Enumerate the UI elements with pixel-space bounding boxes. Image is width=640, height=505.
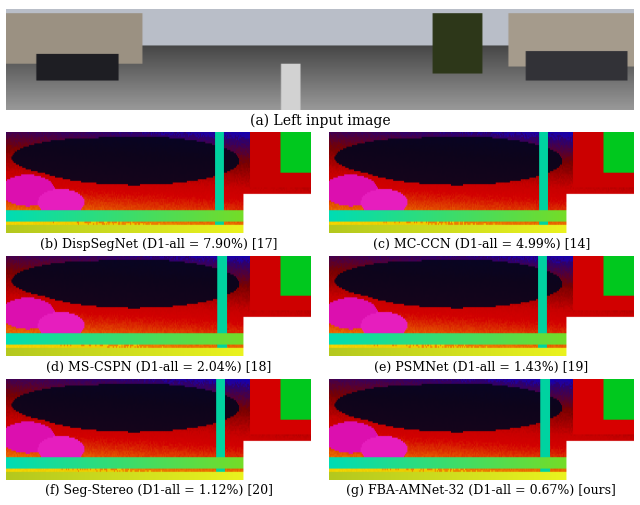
Text: (e) PSMNet (D1-all = 1.43%) [19]: (e) PSMNet (D1-all = 1.43%) [19] <box>374 361 589 373</box>
Text: (g) FBA-AMNet-32 (D1-all = 0.67%) [ours]: (g) FBA-AMNet-32 (D1-all = 0.67%) [ours] <box>346 483 616 496</box>
Text: (d) MS-CSPN (D1-all = 2.04%) [18]: (d) MS-CSPN (D1-all = 2.04%) [18] <box>46 361 271 373</box>
Text: (f) Seg-Stereo (D1-all = 1.12%) [20]: (f) Seg-Stereo (D1-all = 1.12%) [20] <box>45 483 273 496</box>
Text: (a) Left input image: (a) Left input image <box>250 114 390 128</box>
Text: (c) MC-CCN (D1-all = 4.99%) [14]: (c) MC-CCN (D1-all = 4.99%) [14] <box>372 237 590 250</box>
Text: (b) DispSegNet (D1-all = 7.90%) [17]: (b) DispSegNet (D1-all = 7.90%) [17] <box>40 237 277 250</box>
